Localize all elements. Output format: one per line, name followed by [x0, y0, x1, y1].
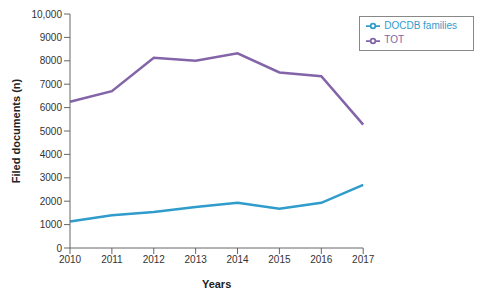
svg-text:6000: 6000 [40, 102, 63, 113]
html-text:DOCDB families: DOCDB families [384, 20, 457, 31]
svg-text:10,000: 10,000 [31, 9, 62, 20]
svg-text:2011: 2011 [101, 254, 123, 265]
svg-text:5000: 5000 [40, 126, 63, 137]
svg-text:2000: 2000 [40, 196, 63, 207]
html-text:TOT: TOT [384, 34, 404, 46]
svg-text:3000: 3000 [40, 172, 63, 183]
svg-text:2015: 2015 [268, 254, 291, 265]
svg-text:2016: 2016 [310, 254, 333, 265]
svg-text:9000: 9000 [40, 32, 63, 43]
svg-text:2013: 2013 [185, 254, 208, 265]
svg-text:1000: 1000 [40, 219, 63, 230]
svg-text:2012: 2012 [143, 254, 166, 265]
svg-text:2017: 2017 [352, 254, 375, 265]
svg-text:Years: Years [202, 278, 231, 290]
svg-text:4000: 4000 [40, 149, 63, 160]
svg-text:2010: 2010 [59, 254, 82, 265]
svg-text:7000: 7000 [40, 79, 63, 90]
svg-text:Filed documents (n): Filed documents (n) [10, 78, 22, 183]
svg-text:0: 0 [56, 243, 62, 254]
svg-text:8000: 8000 [40, 55, 63, 66]
svg-text:2014: 2014 [226, 254, 249, 265]
